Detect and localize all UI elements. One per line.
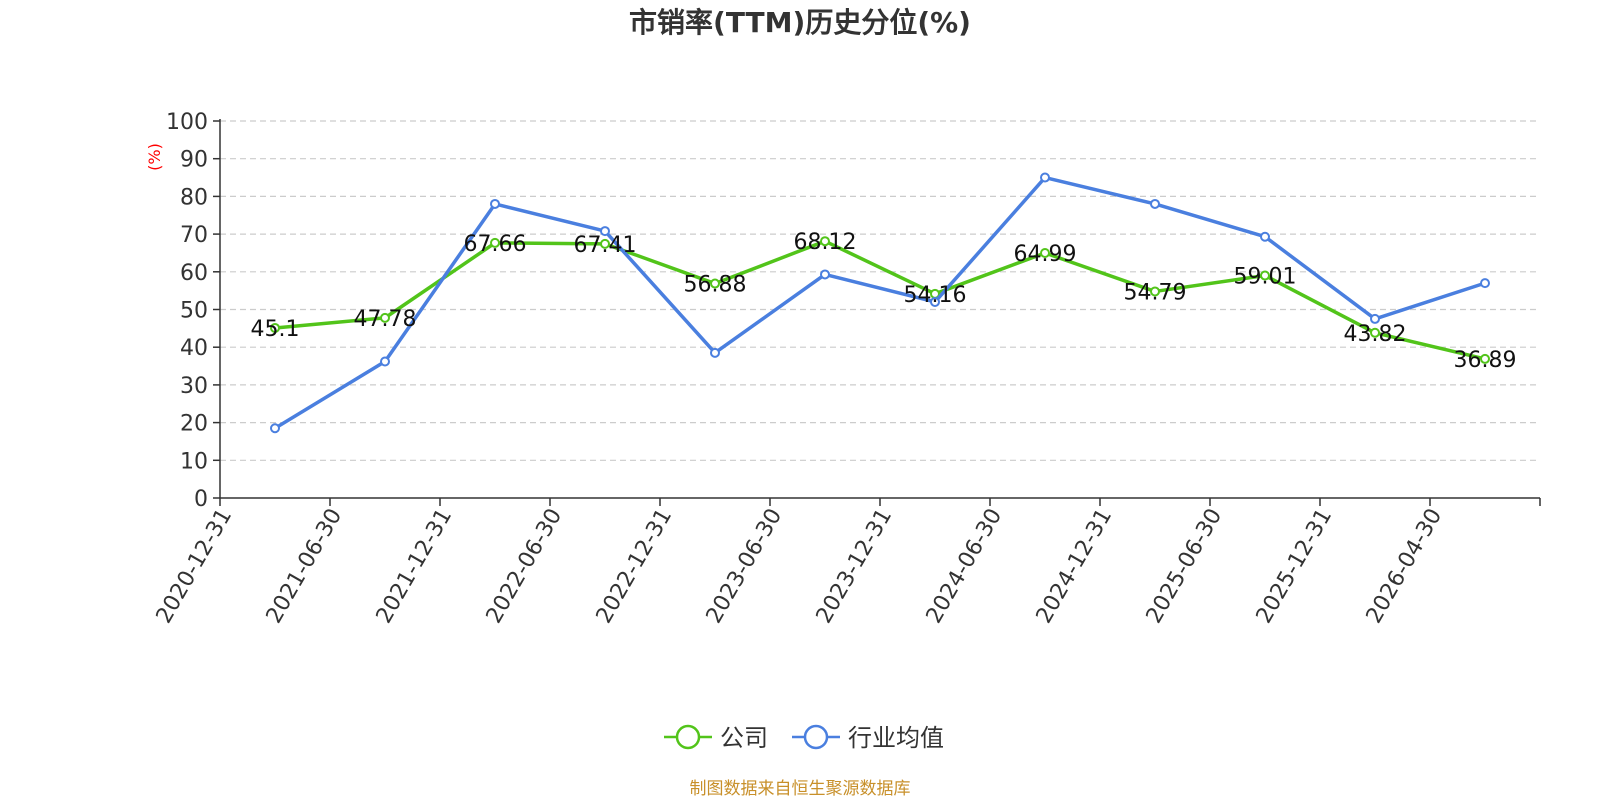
series-layer — [270, 172, 1490, 434]
data-point-company[interactable] — [1040, 247, 1050, 258]
data-label: 43.82 — [1344, 322, 1407, 347]
x-tick-label: 2021-12-31 — [372, 505, 458, 628]
y-tick-label: 0 — [194, 487, 208, 512]
data-label: 54.79 — [1124, 280, 1187, 305]
axis-layer: 0 10 20 30 40 50 60 70 80 90 100 2020-12-31 2021-06-… — [152, 110, 1541, 628]
y-tick-label: 40 — [180, 336, 208, 361]
data-label: 47.78 — [354, 307, 417, 332]
x-tick-label: 2023-12-31 — [812, 505, 898, 628]
data-point-industry[interactable] — [710, 347, 720, 358]
data-point-company[interactable] — [380, 312, 390, 323]
series-line-industry — [274, 175, 1486, 430]
data-label: 54.16 — [904, 283, 967, 308]
chart-title: 市销率(TTM)历史分位(%) — [629, 6, 971, 39]
y-tick-label: 80 — [180, 185, 208, 210]
x-tick-label: 2025-12-31 — [1252, 505, 1338, 628]
data-label: 64.99 — [1014, 242, 1077, 267]
legend-item-company[interactable]: 公司 — [664, 724, 768, 752]
y-tick-label: 90 — [180, 148, 208, 173]
data-point-company[interactable] — [270, 322, 280, 333]
legend[interactable]: 公司 行业均值 — [664, 724, 944, 752]
x-tick-label: 2025-06-30 — [1142, 505, 1228, 628]
y-tick-label: 100 — [166, 110, 208, 135]
data-label: 59.01 — [1234, 265, 1297, 290]
data-point-industry[interactable] — [1150, 198, 1160, 209]
data-point-company[interactable] — [1260, 270, 1270, 281]
y-tick-label: 50 — [180, 299, 208, 324]
data-point-company[interactable] — [1150, 286, 1160, 297]
y-tick-label: 20 — [180, 412, 208, 437]
data-point-company[interactable] — [1480, 353, 1490, 364]
data-point-industry[interactable] — [380, 356, 390, 367]
x-tick-label: 2024-06-30 — [922, 505, 1008, 628]
data-point-industry[interactable] — [1260, 231, 1270, 242]
x-tick-label: 2022-12-31 — [592, 505, 678, 628]
data-label: 36.89 — [1454, 348, 1517, 373]
legend-marker — [675, 724, 701, 750]
data-point-industry[interactable] — [490, 198, 500, 209]
data-label: 56.88 — [684, 273, 747, 298]
legend-marker — [803, 724, 829, 750]
x-tick-label: 2023-06-30 — [702, 505, 788, 628]
y-axis-label: (%) — [145, 143, 164, 171]
legend-label: 行业均值 — [848, 724, 944, 752]
data-point-industry[interactable] — [1040, 172, 1050, 183]
data-label: 68.12 — [794, 230, 857, 255]
legend-label: 公司 — [720, 724, 768, 752]
y-tick-label: 60 — [180, 261, 208, 286]
x-tick-label: 2024-12-31 — [1032, 505, 1118, 628]
source-note: 制图数据来自恒生聚源数据库 — [690, 779, 911, 799]
data-point-industry[interactable] — [1480, 278, 1490, 289]
data-point-industry[interactable] — [270, 423, 280, 434]
data-point-company[interactable] — [1370, 327, 1380, 338]
y-tick-label: 10 — [180, 449, 208, 474]
data-label: 67.66 — [464, 232, 527, 257]
grid-layer — [220, 120, 1540, 461]
data-point-company[interactable] — [820, 236, 830, 247]
data-point-industry[interactable] — [600, 226, 610, 237]
series-line-company — [274, 239, 1486, 361]
data-point-company[interactable] — [600, 238, 610, 249]
x-tick-label: 2022-06-30 — [482, 505, 568, 628]
data-label: 45.1 — [251, 317, 300, 342]
legend-item-industry[interactable]: 行业均值 — [792, 724, 944, 752]
x-tick-label: 2026-04-30 — [1362, 505, 1448, 628]
data-point-company[interactable] — [490, 237, 500, 248]
data-point-company[interactable] — [710, 278, 720, 289]
x-tick-label: 2020-12-31 — [152, 505, 238, 628]
x-tick-label: 2021-06-30 — [262, 505, 348, 628]
y-tick-label: 70 — [180, 223, 208, 248]
data-point-industry[interactable] — [820, 269, 830, 280]
data-point-industry[interactable] — [1370, 313, 1380, 324]
data-label: 67.41 — [574, 233, 637, 258]
y-tick-label: 30 — [180, 374, 208, 399]
data-point-industry[interactable] — [930, 296, 940, 307]
data-label-layer: 45.1 47.78 67.66 67.41 56.88 68.12 54.16 64.99 5… — [251, 230, 1517, 373]
